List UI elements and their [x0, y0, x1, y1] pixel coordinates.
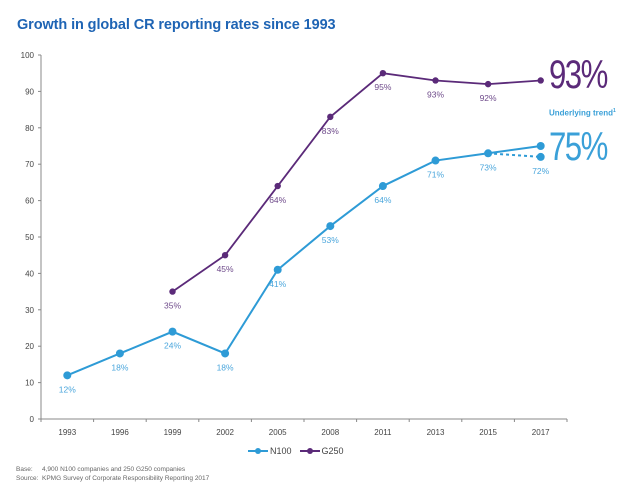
series-n100-data-label: 71% [427, 170, 444, 180]
series-n100-line [66, 145, 541, 377]
base-label: Base: [16, 466, 33, 473]
axes [38, 54, 568, 422]
x-tick-label: 2005 [269, 428, 287, 437]
series-n100-data-label: 64% [374, 195, 391, 205]
y-tick-label: 90 [25, 87, 34, 96]
x-tick-label: 2002 [216, 428, 234, 437]
series-n100-point [536, 152, 545, 161]
series-g250-point [432, 77, 439, 84]
series-n100-point [484, 149, 493, 158]
series-n100-point [63, 371, 72, 380]
series-n100-data-label: 41% [269, 279, 286, 289]
series-g250-point [327, 113, 334, 121]
series-n100-point [115, 349, 124, 358]
legend-swatch-n100 [248, 448, 268, 454]
series-n100-point [273, 265, 282, 274]
x-tick-label: 1999 [164, 428, 182, 437]
x-tick-label: 2017 [532, 428, 550, 437]
series-g250-point [379, 70, 387, 77]
trend-label-text: Underlying trend [549, 108, 614, 118]
series-n100-point [168, 327, 177, 336]
series-n100-data-label: 18% [111, 362, 128, 372]
y-tick-label: 70 [25, 160, 34, 169]
y-tick-label: 20 [25, 342, 34, 351]
series-g250-data-label: 35% [164, 301, 181, 311]
series-g250-data-label: 93% [427, 89, 444, 99]
y-tick-label: 40 [25, 269, 34, 278]
underlying-trend-label: Underlying trend1 [549, 106, 616, 119]
series-points [63, 70, 545, 380]
y-tick-label: 30 [25, 306, 34, 315]
series-n100-data-label: 18% [217, 362, 234, 372]
series-g250-point [274, 182, 281, 190]
x-tick-label: 2011 [374, 428, 392, 437]
chart-title: Growth in global CR reporting rates sinc… [17, 17, 336, 33]
series-n100-data-label: 53% [322, 235, 339, 245]
series-n100-data-label: 73% [480, 162, 497, 172]
x-tick-label: 2015 [479, 428, 497, 437]
series-n100-data-label: 24% [164, 341, 181, 351]
legend-label-n100: N100 [270, 446, 292, 456]
y-tick-label: 0 [30, 415, 35, 424]
x-tick-labels: 1993 1996 1999 2002 2005 2008 2011 2013 2015 2017 [58, 428, 550, 437]
legend-swatch-g250 [299, 448, 320, 454]
footnote-source: Source: KPMG Survey of Corporate Responsi… [16, 475, 209, 484]
source-label: Source: [16, 474, 39, 482]
x-tick-label: 1993 [58, 428, 76, 437]
series-n100-dashed-segment [488, 152, 541, 158]
y-tick-label: 100 [21, 51, 35, 60]
series-g250-point [537, 77, 544, 84]
data-labels: 12% 18% 24% 18% 41% 53% 64% 71% 73% 72% 35% 45% 64% 8… [59, 82, 550, 394]
series-g250-data-label: 92% [480, 93, 497, 103]
y-tick-label: 80 [25, 124, 34, 133]
y-tick-label: 10 [25, 379, 34, 388]
legend-item-n100[interactable]: N100 [248, 446, 292, 456]
trend-footnote-marker: 1 [613, 108, 616, 114]
y-tick-label: 50 [25, 233, 34, 242]
y-tick-label: 60 [25, 197, 34, 206]
series-g250-data-label: 64% [269, 195, 286, 205]
footnote-base: Base: 4,900 N100 companies and 250 G250 c… [16, 466, 209, 475]
series-lines [66, 72, 541, 377]
footnotes: Base: 4,900 N100 companies and 250 G250 c… [16, 466, 209, 483]
g250-final-annotation: 93% [549, 53, 608, 97]
series-n100-point [326, 222, 335, 231]
series-g250-data-label: 95% [374, 82, 391, 92]
y-tick-labels: 0 10 20 30 40 50 60 70 80 90 100 [21, 51, 35, 424]
series-n100-point [431, 156, 440, 165]
base-text: 4,900 N100 companies and 250 G250 compan… [42, 466, 186, 473]
x-tick-label: 1996 [111, 428, 129, 437]
x-tick-label: 2013 [427, 428, 445, 437]
series-n100-point [536, 142, 545, 150]
series-g250-point [221, 252, 229, 259]
series-g250-data-label: 83% [322, 126, 339, 136]
series-n100-point [378, 182, 387, 191]
source-text: KPMG Survey of Corporate Responsibility … [42, 474, 210, 482]
series-g250-point [484, 80, 492, 88]
series-g250-point [169, 288, 176, 295]
series-g250-line [171, 72, 541, 293]
x-tick-label: 2008 [321, 428, 339, 437]
legend-label-g250: G250 [321, 446, 344, 456]
series-n100-point [221, 349, 230, 358]
n100-trend-annotation: 75% [549, 125, 608, 169]
legend: N100 G250 [248, 446, 352, 456]
series-g250-data-label: 45% [217, 264, 234, 274]
series-n100-data-label: 12% [59, 384, 76, 394]
legend-item-g250[interactable]: G250 [299, 446, 344, 456]
series-n100-data-label: 72% [532, 166, 549, 176]
